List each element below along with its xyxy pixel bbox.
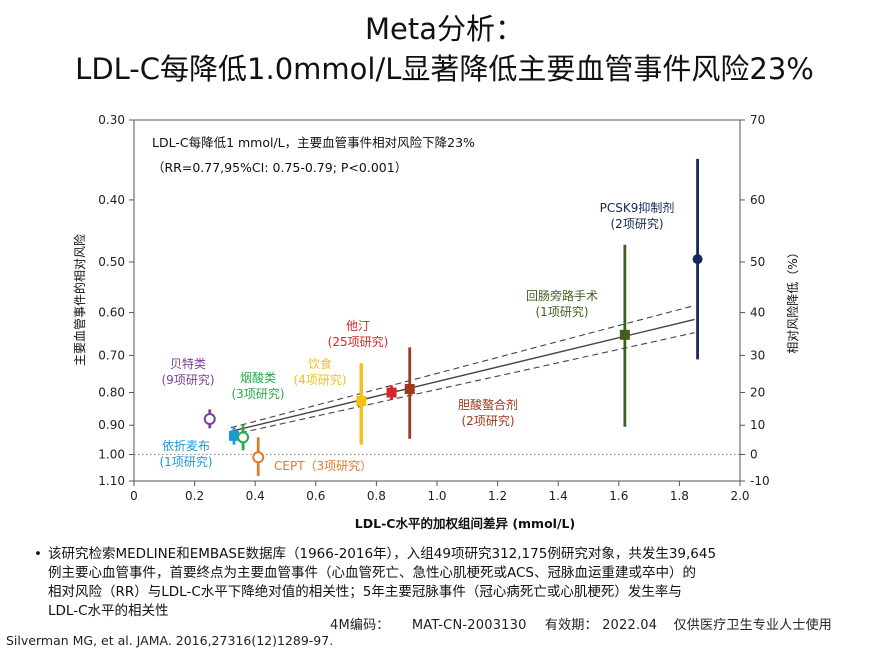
- annotation-line-2: （RR=0.77,95%CI: 0.75-0.79; P<0.001）: [152, 160, 407, 175]
- x-tick-label: 0.2: [185, 489, 204, 503]
- x-tick-label: 1.4: [549, 489, 568, 503]
- x-tick-label: 1.0: [427, 489, 446, 503]
- data-points: [203, 158, 703, 476]
- bullet-line-3: 相对风险（RR）与LDL-C水平下降绝对值的相关性；5年主要冠脉事件（冠心病死亡…: [48, 584, 682, 600]
- x-tick-label: 0: [130, 489, 138, 503]
- x-tick-label: 1.2: [488, 489, 507, 503]
- x-tick-label: 1.8: [670, 489, 689, 503]
- document-code: 4M编码： MAT-CN-2003130 有效期： 2022.04 仅供医疗卫生…: [330, 614, 832, 633]
- y-tick-label: 0.90: [98, 418, 125, 432]
- y-tick-label: 1.00: [98, 448, 125, 462]
- point-labels: 贝特类(9项研究)依折麦布(1项研究)烟酸类(3项研究)CEPT（3项研究）饮食…: [160, 200, 675, 473]
- point-label: CEPT（3项研究）: [274, 458, 372, 473]
- y2-tick-label: 20: [750, 386, 765, 400]
- y2-tick-label: 70: [750, 113, 765, 127]
- chart-axes: 0.300.400.500.600.700.800.901.001.107060…: [98, 113, 769, 503]
- meta-regression-chart: 0.300.400.500.600.700.800.901.001.107060…: [72, 113, 800, 531]
- point-label: 贝特类: [170, 356, 206, 371]
- point-label: 饮食: [308, 356, 332, 371]
- point-marker: [692, 254, 703, 265]
- point-marker: [356, 396, 367, 407]
- y-tick-label: 1.10: [98, 474, 125, 488]
- code-label: 4M编码：: [330, 618, 390, 633]
- description-bullet: • 该研究检索MEDLINE和EMBASE数据库（1966-2016年），入组4…: [34, 545, 848, 621]
- y-tick-label: 0.30: [98, 113, 125, 127]
- y2-tick-label: -10: [750, 474, 770, 488]
- citation: Silverman MG, et al. JAMA. 2016,27316(12…: [6, 633, 334, 648]
- y2-tick-label: 40: [750, 306, 765, 320]
- point-sublabel: (25项研究): [328, 334, 389, 349]
- point-sublabel: (3项研究): [232, 386, 285, 401]
- y-tick-label: 0.40: [98, 193, 125, 207]
- point-label: 胆酸螯合剂: [458, 397, 518, 412]
- point-marker: [619, 329, 630, 340]
- regression-line: [230, 318, 695, 433]
- y2-tick-label: 0: [750, 448, 758, 462]
- y-tick-label: 0.70: [98, 348, 125, 362]
- restriction-text: 仅供医疗卫生专业人士使用: [673, 618, 832, 633]
- y2-tick-label: 30: [750, 348, 765, 362]
- x-tick-label: 2.0: [730, 489, 749, 503]
- point-sublabel: (4项研究): [294, 372, 347, 387]
- point-marker: [252, 451, 265, 464]
- point-sublabel: (2项研究): [462, 413, 515, 428]
- x-tick-label: 0.8: [367, 489, 386, 503]
- y2-tick-label: 50: [750, 255, 765, 269]
- point-marker: [203, 413, 216, 426]
- point-marker: [228, 430, 239, 441]
- ci-lower-line: [230, 332, 695, 436]
- y-tick-label: 0.50: [98, 255, 125, 269]
- point-marker: [237, 431, 250, 444]
- point-label: 他汀: [346, 319, 370, 333]
- point-label: 回肠旁路手术: [526, 288, 598, 303]
- point-sublabel: (2项研究): [611, 216, 664, 231]
- point-sublabel: (9项研究): [162, 372, 215, 387]
- y2-axis-label: 相对风险降低（%）: [785, 246, 800, 353]
- bullet-line-1: 该研究检索MEDLINE和EMBASE数据库（1966-2016年），入组49项…: [48, 546, 717, 562]
- annotation-line-1: LDL-C每降低1 mmol/L，主要血管事件相对风险下降23%: [152, 135, 475, 150]
- regression-lines: [230, 305, 695, 436]
- point-sublabel: (1项研究): [536, 304, 589, 319]
- validity-value: 2022.04: [602, 618, 658, 633]
- title-line-2: LDL-C每降低1.0mmol/L显著降低主要血管事件风险23%: [75, 52, 814, 86]
- y2-tick-label: 60: [750, 193, 765, 207]
- point-label: PCSK9抑制剂: [600, 200, 675, 215]
- point-marker: [386, 387, 397, 398]
- point-label: 烟酸类: [240, 370, 276, 385]
- point-marker: [404, 384, 415, 395]
- y-axis-label: 主要血管事件的相对风险: [72, 234, 87, 366]
- code-value: MAT-CN-2003130: [411, 618, 527, 633]
- x-axis-label: LDL-C水平的加权组间差异 (mmol/L): [355, 516, 575, 531]
- y2-tick-label: 10: [750, 418, 765, 432]
- x-tick-label: 0.6: [306, 489, 325, 503]
- point-label: 依折麦布: [162, 438, 210, 453]
- validity-label: 有效期：: [544, 618, 598, 633]
- bullet-dot: •: [34, 546, 42, 562]
- point-sublabel: (1项研究): [160, 454, 213, 469]
- y-tick-label: 0.60: [98, 306, 125, 320]
- bullet-line-2: 例主要心血管事件，首要终点为主要血管事件（心血管死亡、急性心肌梗死或ACS、冠脉…: [48, 565, 696, 581]
- x-tick-label: 0.4: [246, 489, 265, 503]
- y-tick-label: 0.80: [98, 386, 125, 400]
- bullet-line-4: LDL-C水平的相关性: [48, 603, 169, 619]
- x-tick-label: 1.6: [609, 489, 628, 503]
- title-line-1: Meta分析：: [364, 12, 524, 46]
